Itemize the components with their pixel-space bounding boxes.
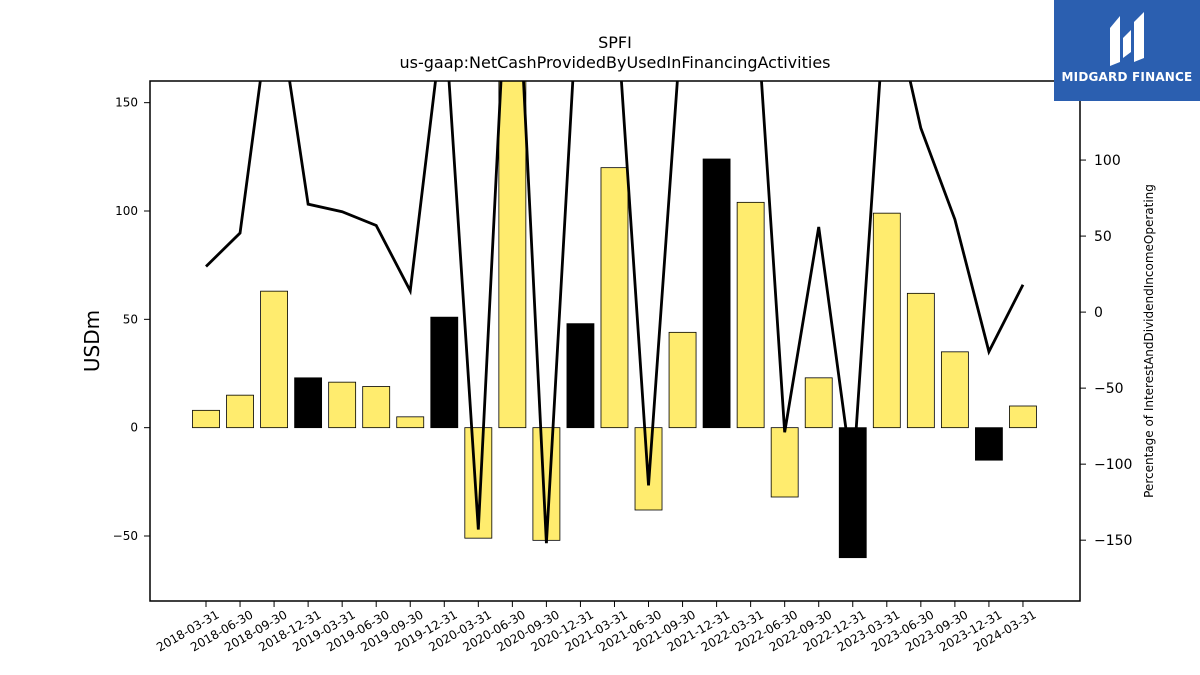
line-series (205, 81, 1025, 544)
bar-2018-03-31 (192, 409, 220, 429)
plot-frame (149, 80, 1081, 602)
y2-tick-label: −50 (1094, 381, 1124, 397)
left-axis: −50 0 50 100 150 (113, 96, 150, 543)
y2-tick-label: −150 (1094, 533, 1132, 549)
y2-tick-label: −100 (1094, 457, 1132, 473)
logo-mark-icon (1110, 12, 1144, 66)
bar-2018-12-31 (294, 377, 323, 429)
chart-subtitle: us-gaap:NetCashProvidedByUsedInFinancing… (399, 53, 830, 72)
y-tick-label: 150 (115, 96, 138, 110)
bar-2022-12-31 (838, 427, 867, 559)
bar-2018-09-30 (260, 290, 288, 429)
bar-2020-06-30 (498, 81, 527, 429)
bar-2024-03-31 (1009, 405, 1037, 429)
y2-axis-label: Percentage of InterestAndDividendIncomeO… (1142, 184, 1156, 498)
bar-2022-03-31 (736, 201, 765, 429)
brand-logo: MIDGARD FINANCE (1054, 0, 1200, 101)
y2-tick-label: 100 (1094, 153, 1121, 169)
bar-2022-06-30 (770, 427, 799, 498)
line-layer (205, 81, 1025, 544)
bar-2019-12-31 (430, 316, 459, 429)
chart-title: SPFI (598, 33, 632, 52)
bar-2021-12-31 (702, 158, 731, 429)
y-axis-label: USDm (80, 310, 104, 372)
bar-2022-09-30 (804, 377, 833, 429)
x-axis: 2018-03-312018-06-302018-09-302018-12-31… (154, 601, 1038, 654)
bar-2023-06-30 (906, 292, 935, 429)
y-tick-label: 50 (123, 312, 138, 326)
y-tick-label: −50 (113, 529, 138, 543)
bar-2021-03-31 (600, 167, 629, 429)
logo-text: MIDGARD FINANCE (1061, 70, 1193, 84)
bar-2023-12-31 (975, 427, 1003, 461)
bars-layer (192, 81, 1037, 559)
bar-2020-12-31 (566, 323, 595, 429)
bar-2021-09-30 (668, 331, 697, 429)
bar-2019-09-30 (396, 416, 425, 429)
right-axis: −150 −100 −50 0 50 100 (1080, 153, 1132, 549)
bar-2019-06-30 (362, 386, 391, 429)
y-tick-label: 100 (115, 204, 138, 218)
y-tick-label: 0 (130, 421, 138, 435)
bar-2023-03-31 (872, 212, 901, 429)
y2-tick-label: 50 (1094, 229, 1112, 245)
bar-2018-06-30 (226, 394, 254, 429)
bar-2023-09-30 (940, 351, 969, 429)
bar-2019-03-31 (328, 381, 357, 429)
y2-tick-label: 0 (1094, 305, 1103, 321)
